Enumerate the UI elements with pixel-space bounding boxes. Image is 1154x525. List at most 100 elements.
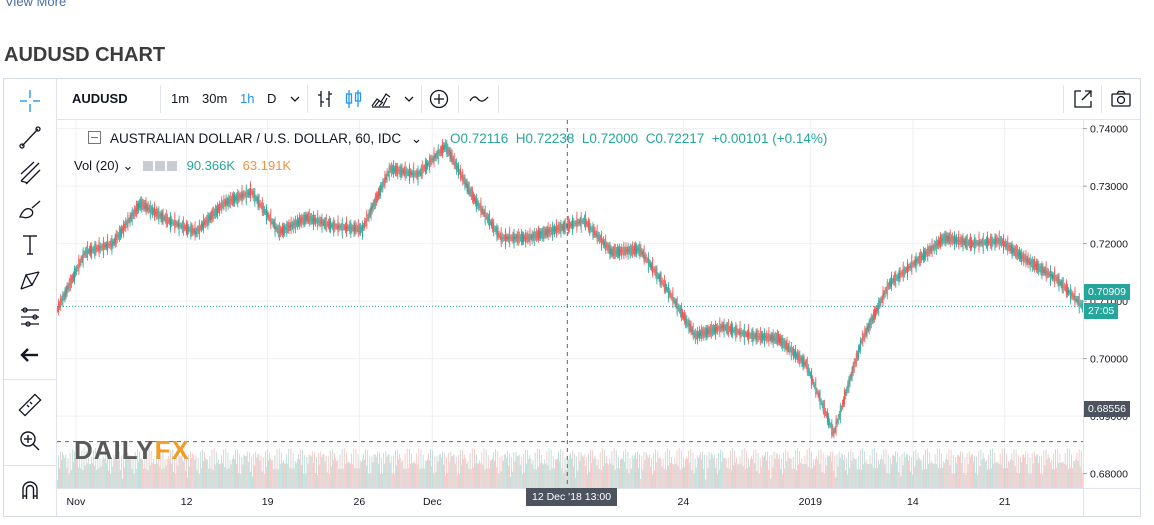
volume-bar: [760, 466, 762, 488]
camera-icon[interactable]: [1109, 87, 1133, 111]
candle-body: [165, 212, 167, 225]
candle-body: [381, 184, 382, 190]
candle-body: [885, 289, 887, 292]
candle-body: [239, 195, 241, 199]
interval-30m[interactable]: 30m: [202, 91, 228, 106]
bars-style-icon[interactable]: [313, 87, 337, 111]
candle-body: [175, 222, 177, 225]
candle-body: [395, 165, 396, 174]
candles-style-icon[interactable]: [341, 87, 365, 111]
pattern-tool-icon[interactable]: [14, 267, 46, 295]
candle-body: [385, 176, 387, 181]
volume-bar: [564, 457, 566, 488]
candle-body: [102, 239, 104, 256]
candle-body: [998, 233, 1000, 247]
volume-label[interactable]: Vol (20): [74, 158, 119, 173]
candle-body: [82, 250, 84, 265]
style-chevron-down-icon[interactable]: [397, 87, 421, 111]
volume-bar: [296, 458, 298, 488]
compare-icon[interactable]: [467, 87, 491, 111]
candle-body: [262, 205, 264, 214]
candle-body: [783, 340, 785, 346]
candle-body: [252, 191, 253, 195]
volume-bar: [373, 454, 375, 488]
candle-body: [417, 168, 419, 183]
candle-body: [411, 172, 412, 175]
volume-bar: [136, 449, 138, 488]
back-arrow-icon[interactable]: [14, 341, 46, 369]
volume-bar: [391, 473, 393, 488]
candle-body: [339, 226, 341, 228]
candle-body: [192, 227, 194, 234]
text-tool-icon[interactable]: [14, 231, 46, 259]
interval-chevron-down-icon[interactable]: [283, 87, 307, 111]
volume-bar: [78, 467, 79, 488]
volume-bar: [1028, 474, 1030, 488]
volume-bar: [363, 453, 364, 488]
candle-body: [86, 244, 88, 258]
candle-body: [613, 246, 615, 257]
measure-tool-icon[interactable]: [14, 303, 46, 331]
candle-body: [1065, 282, 1067, 295]
candle-body: [103, 245, 105, 248]
candle-body: [294, 218, 296, 231]
volume-bar: [937, 467, 939, 488]
candle-body: [1030, 261, 1032, 265]
series-name[interactable]: AUSTRALIAN DOLLAR / U.S. DOLLAR, 60, IDC: [110, 131, 402, 146]
pitchfork-tool-icon[interactable]: [14, 159, 46, 187]
candle-body: [971, 239, 972, 248]
add-indicator-icon[interactable]: [427, 87, 451, 111]
candle-body: [247, 191, 249, 196]
volume-bar: [166, 458, 168, 488]
candle-body: [490, 222, 491, 224]
candle-body: [430, 157, 432, 165]
candle-body: [753, 334, 755, 339]
magnet-icon[interactable]: [14, 477, 46, 505]
volume-bar: [284, 463, 285, 488]
volume-bar: [932, 463, 934, 488]
interval-1h[interactable]: 1h: [240, 91, 255, 106]
view-more-link[interactable]: View More: [5, 0, 67, 9]
candle-body: [220, 205, 221, 208]
volume-bar: [627, 451, 629, 488]
ruler-icon[interactable]: [14, 391, 46, 419]
crosshair-tool-icon[interactable]: [14, 87, 46, 115]
close-icon[interactable]: [166, 161, 177, 171]
candle-body: [736, 327, 738, 335]
candle-body: [888, 281, 890, 287]
brush-tool-icon[interactable]: [14, 195, 46, 223]
candle-body: [903, 268, 905, 275]
candle-body: [405, 169, 407, 176]
interval-1m[interactable]: 1m: [171, 91, 190, 106]
eye-icon[interactable]: [142, 161, 153, 171]
interval-d[interactable]: D: [267, 91, 277, 106]
symbol-search[interactable]: AUDUSD: [72, 91, 128, 106]
candle-body: [535, 231, 537, 240]
collapse-legend-icon[interactable]: [88, 131, 101, 144]
candle-body: [447, 146, 449, 155]
volume-bar: [686, 457, 687, 488]
settings-icon[interactable]: [154, 161, 165, 171]
open-new-window-icon[interactable]: [1071, 87, 1095, 111]
volume-bar: [308, 454, 310, 488]
candle-body: [495, 228, 497, 232]
volume-bar: [490, 460, 491, 488]
area-style-icon[interactable]: [369, 87, 393, 111]
volume-bar: [264, 451, 266, 488]
candle-body: [455, 161, 457, 172]
volume-bar: [134, 452, 136, 488]
trend-line-tool-icon[interactable]: [14, 123, 46, 151]
volume-value-1: 90.366K: [186, 158, 236, 173]
candle-body: [1011, 243, 1013, 257]
candle-body: [992, 239, 994, 244]
candle-body: [222, 203, 224, 207]
zoom-in-icon[interactable]: [14, 427, 46, 455]
candle-body: [771, 335, 773, 340]
volume-bar: [637, 451, 638, 488]
candle-body: [672, 290, 674, 306]
price-chart[interactable]: 0.740000.730000.720000.710000.700000.690…: [57, 120, 1140, 516]
candle-body: [1036, 261, 1037, 270]
volume-bar: [610, 463, 612, 488]
volume-bar: [212, 470, 214, 488]
volume-bar: [175, 474, 177, 488]
